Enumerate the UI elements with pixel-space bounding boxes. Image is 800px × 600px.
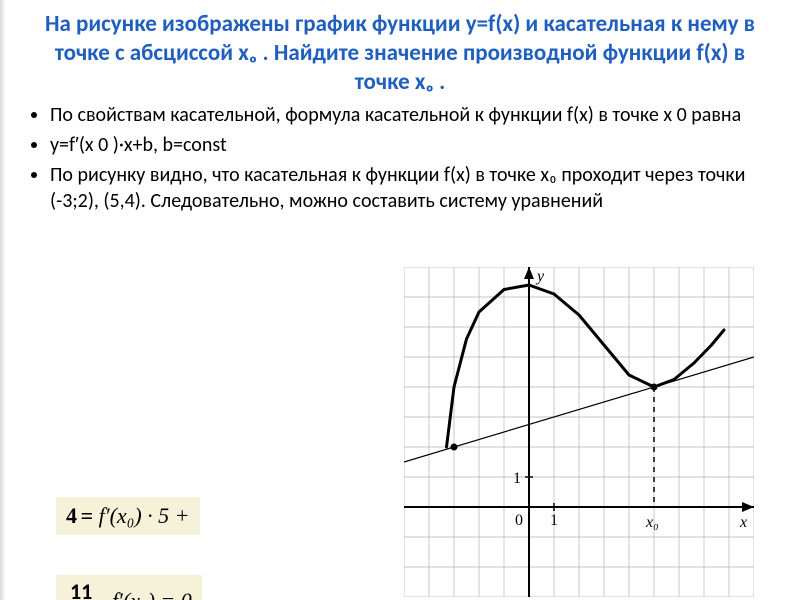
page-shadow <box>0 0 6 600</box>
eq2-fraction: 11 <box>66 581 96 600</box>
eq2-num: 11 <box>66 581 96 600</box>
svg-text:x: x <box>739 514 747 531</box>
svg-text:y: y <box>535 268 545 285</box>
equation-2: 11 f′(x₀) = 0 <box>56 575 202 600</box>
slide-title: На рисунке изображены график функции y=f… <box>28 10 772 96</box>
eq1-eq: = <box>81 503 99 528</box>
content-area: По свойствам касательной, формула касате… <box>28 102 772 214</box>
slide-root: На рисунке изображены график функции y=f… <box>0 0 800 600</box>
chart-svg: y x 0 1 1 x₀ <box>404 267 754 597</box>
chart-container: y x 0 1 1 x₀ <box>404 267 754 597</box>
svg-text:1: 1 <box>513 470 521 487</box>
equation-block: 4 = f′(x₀) · 5 + 11 f′(x₀) = 0 <box>56 497 356 600</box>
bullet-item: По рисунку видно, что касательная к функ… <box>50 162 772 214</box>
svg-text:0: 0 <box>515 512 523 529</box>
eq2-right: f′(x₀) = 0 <box>112 588 192 600</box>
equation-1: 4 = f′(x₀) · 5 + <box>56 497 200 535</box>
bullet-item: y=f′(x 0 )·x+b, b=const <box>50 132 772 158</box>
eq1-right: f′(x₀) · 5 + <box>99 503 190 528</box>
svg-text:1: 1 <box>550 512 558 529</box>
bullet-list: По свойствам касательной, формула касате… <box>28 102 772 214</box>
eq1-left: 4 <box>66 503 77 528</box>
bullet-item: По свойствам касательной, формула касате… <box>50 102 772 128</box>
svg-text:x₀: x₀ <box>645 514 659 531</box>
